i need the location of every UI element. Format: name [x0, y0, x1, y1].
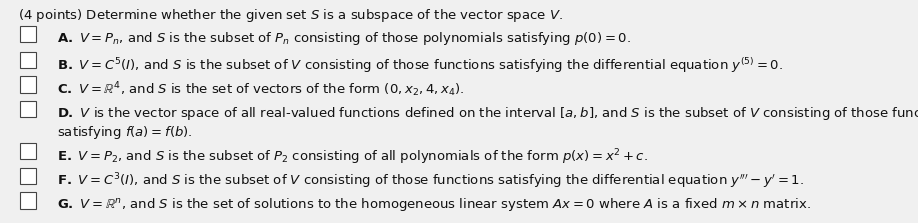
Text: $\mathbf{E.}$ $V = P_2$, and $S$ is the subset of $P_2$ consisting of all polyno: $\mathbf{E.}$ $V = P_2$, and $S$ is the …: [57, 147, 648, 167]
Text: $\mathbf{G.}$ $V = \mathbb{R}^n$, and $S$ is the set of solutions to the homogen: $\mathbf{G.}$ $V = \mathbb{R}^n$, and $S…: [57, 196, 811, 213]
Text: (4 points) Determine whether the given set $S$ is a subspace of the vector space: (4 points) Determine whether the given s…: [18, 7, 564, 24]
Text: $\mathbf{B.}$ $V = C^5(I)$, and $S$ is the subset of $V$ consisting of those fun: $\mathbf{B.}$ $V = C^5(I)$, and $S$ is t…: [57, 56, 783, 75]
Text: $\mathbf{C.}$ $V = \mathbb{R}^4$, and $S$ is the set of vectors of the form $(0,: $\mathbf{C.}$ $V = \mathbb{R}^4$, and $S…: [57, 80, 465, 99]
Bar: [20, 101, 36, 117]
Bar: [20, 26, 36, 42]
Bar: [20, 143, 36, 159]
Text: $\mathbf{F.}$ $V = C^3(I)$, and $S$ is the subset of $V$ consisting of those fun: $\mathbf{F.}$ $V = C^3(I)$, and $S$ is t…: [57, 172, 804, 191]
Bar: [20, 192, 36, 209]
Bar: [20, 168, 36, 184]
Bar: [20, 52, 36, 68]
Text: $\mathbf{D.}$ $V$ is the vector space of all real-valued functions defined on th: $\mathbf{D.}$ $V$ is the vector space of…: [57, 105, 918, 141]
Text: $\mathbf{A.}$ $V = P_n$, and $S$ is the subset of $P_n$ consisting of those poly: $\mathbf{A.}$ $V = P_n$, and $S$ is the …: [57, 30, 631, 47]
Bar: [20, 76, 36, 93]
